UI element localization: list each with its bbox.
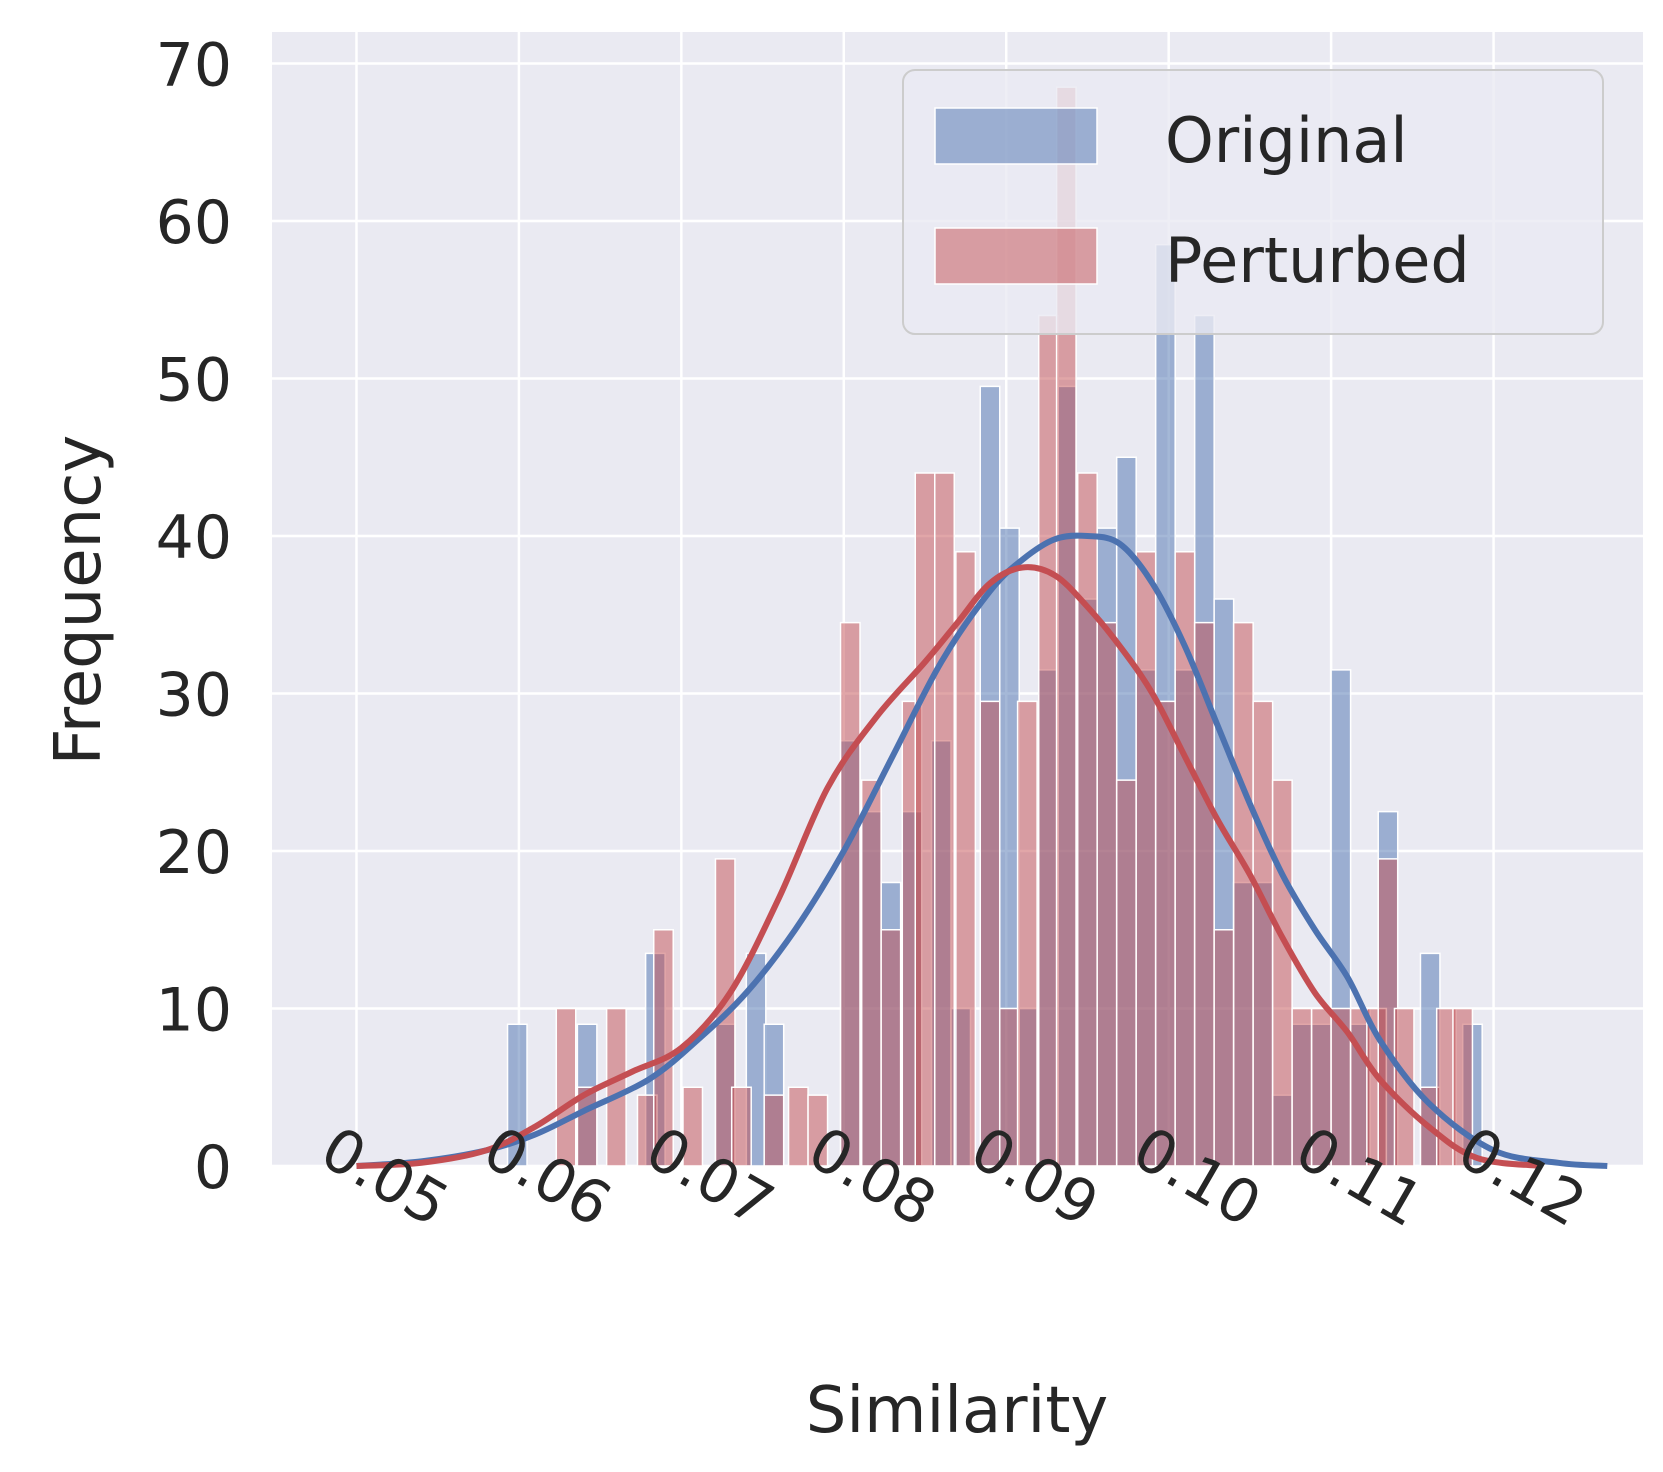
kde-lines (356, 532, 1608, 1169)
bar-perturbed-13 (880, 929, 902, 1167)
bar-perturbed-16 (934, 472, 956, 1167)
bar-perturbed-29 (1193, 621, 1215, 1167)
bar-perturbed-17 (955, 551, 977, 1167)
y-tick-label-0: 0 (194, 1133, 232, 1203)
bar-perturbed-5 (682, 1086, 704, 1167)
bar-perturbed-24 (1096, 621, 1118, 1167)
bar-perturbed-27 (1154, 700, 1176, 1167)
bar-perturbed-8 (763, 1094, 785, 1167)
y-tick-label-5: 50 (156, 346, 232, 416)
bar-perturbed-26 (1135, 551, 1157, 1167)
kde-line-original (356, 532, 1608, 1169)
y-tick-label-7: 70 (156, 31, 232, 101)
bar-perturbed-7 (730, 1086, 752, 1167)
bar-perturbed-32 (1252, 700, 1274, 1167)
kde-line-perturbed (356, 564, 1543, 1169)
bar-perturbed-11 (839, 621, 861, 1167)
bar-perturbed-2 (605, 1007, 627, 1167)
bar-perturbed-31 (1232, 621, 1254, 1167)
bar-perturbed-18 (979, 700, 1001, 1167)
legend-swatch-original (934, 107, 1098, 165)
bar-perturbed-12 (860, 779, 882, 1167)
bar-perturbed-33 (1271, 779, 1293, 1167)
bar-perturbed-21 (1037, 314, 1059, 1167)
y-tick-labels: 0 10 20 30 40 50 60 70 (156, 31, 232, 1204)
y-tick-label-4: 40 (156, 503, 232, 573)
legend-label-perturbed: Perturbed (1165, 224, 1470, 297)
legend-swatch-perturbed (934, 227, 1098, 285)
bar-perturbed-9 (787, 1086, 809, 1167)
bar-perturbed-30 (1213, 929, 1235, 1167)
y-tick-label-3: 30 (156, 661, 232, 731)
y-tick-label-2: 20 (156, 818, 232, 888)
bar-perturbed-15 (914, 472, 936, 1167)
bar-perturbed-0 (555, 1007, 577, 1167)
bar-perturbed-25 (1115, 779, 1137, 1167)
x-axis-label: Similarity (806, 1374, 1109, 1448)
bar-perturbed-23 (1076, 472, 1098, 1167)
y-tick-label-1: 10 (156, 976, 232, 1046)
legend-label-original: Original (1165, 104, 1408, 177)
y-axis-label: Frequency (42, 435, 116, 766)
bar-perturbed-10 (807, 1094, 829, 1167)
y-tick-label-6: 60 (156, 188, 232, 258)
legend: Original Perturbed (902, 69, 1604, 335)
bar-perturbed-20 (1016, 700, 1038, 1167)
bar-perturbed-4 (652, 929, 674, 1167)
